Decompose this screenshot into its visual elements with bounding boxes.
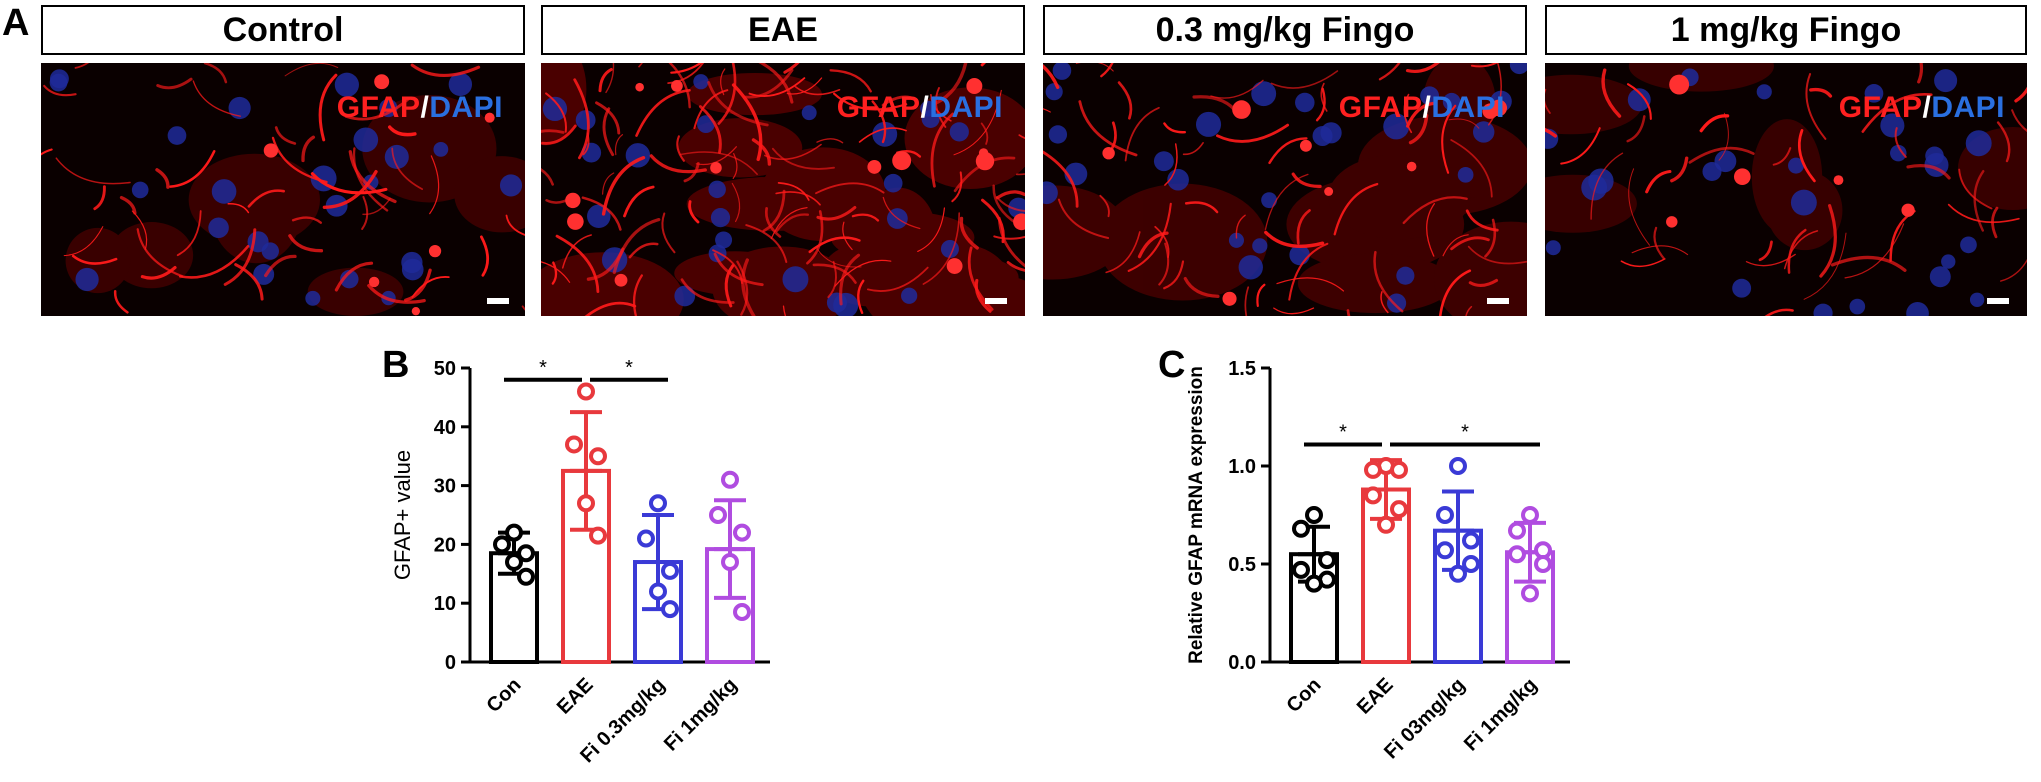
data-point-c-2-4	[1462, 555, 1480, 573]
data-point-b-1-0	[577, 382, 595, 401]
data-point-b-0-4	[517, 567, 535, 586]
x-tick-label-b-0: Con	[482, 674, 525, 717]
x-tick-label-b-1: EAE	[553, 674, 598, 719]
scale-bar	[985, 298, 1007, 304]
image-title-control: Control	[41, 5, 525, 55]
data-point-c-2-3	[1436, 541, 1454, 560]
data-point-b-2-4	[661, 600, 679, 619]
data-point-c-3-4	[1534, 555, 1552, 573]
panel-b-letter: B	[382, 344, 410, 386]
image-title-eae: EAE	[541, 5, 1025, 55]
data-point-c-1-4	[1390, 500, 1408, 519]
micrograph-control-image	[41, 63, 525, 316]
data-point-c-3-5	[1521, 584, 1539, 603]
y-tick-label: 0	[445, 652, 456, 674]
x-tick-label-b-3: Fi 1mg/kg	[660, 674, 742, 756]
data-point-c-1-1	[1364, 460, 1382, 479]
y-tick-label: 0.0	[1228, 652, 1256, 674]
significance-star-c-0: *	[1339, 421, 1347, 443]
image-title-fingo-1: 1 mg/kg Fingo	[1545, 5, 2027, 55]
data-point-c-0-5	[1305, 574, 1323, 593]
data-point-b-2-3	[649, 582, 667, 601]
data-point-b-3-4	[733, 603, 751, 622]
chart-c: 0.0 0.5 1.0 1.5 Relative GFAP mRNA expressio…	[1186, 358, 1570, 763]
micrograph-fingo-03-image	[1043, 63, 1527, 316]
data-point-b-0-3	[505, 553, 523, 572]
panel-a-letter: A	[2, 2, 30, 44]
y-tick-label: 1.5	[1228, 358, 1256, 380]
data-point-c-2-1	[1436, 506, 1454, 524]
data-point-b-0-1	[493, 535, 511, 554]
data-point-c-1-3	[1364, 486, 1382, 505]
data-point-c-0-0	[1305, 506, 1323, 524]
x-tick-label-c-1: EAE	[1353, 674, 1398, 719]
data-point-c-2-2	[1462, 531, 1480, 550]
y-tick-label: 20	[434, 534, 456, 556]
scale-bar	[1487, 298, 1509, 304]
data-point-b-1-4	[589, 526, 607, 545]
data-point-c-3-3	[1508, 545, 1526, 564]
x-tick-label-c-0: Con	[1282, 674, 1325, 717]
scale-bar	[1987, 298, 2009, 304]
y-tick-label: 1.0	[1228, 456, 1256, 478]
data-point-c-0-3	[1292, 560, 1310, 579]
data-point-b-2-0	[649, 494, 667, 513]
micrograph-fingo-1-image	[1545, 63, 2027, 316]
data-point-c-1-2	[1390, 460, 1408, 479]
data-point-b-3-0	[721, 470, 739, 489]
micrograph-fingo-1: GFAP/DAPI	[1545, 63, 2027, 316]
micrograph-fingo-03: GFAP/DAPI	[1043, 63, 1527, 316]
data-point-b-1-2	[589, 447, 607, 466]
micrograph-control: GFAP/DAPI	[41, 63, 525, 316]
y-tick-label: 40	[434, 417, 456, 439]
data-point-c-2-0	[1449, 457, 1467, 475]
y-tick-label: 50	[434, 358, 456, 380]
data-point-b-3-1	[709, 506, 727, 524]
significance-star-b-1: *	[625, 357, 633, 379]
micrograph-eae: GFAP/DAPI	[541, 63, 1025, 316]
scale-bar	[487, 298, 509, 304]
data-point-b-0-2	[517, 544, 535, 563]
y-axis-label: Relative GFAP mRNA expression	[1186, 366, 1207, 664]
data-point-c-3-0	[1521, 506, 1539, 524]
data-point-b-1-3	[577, 494, 595, 513]
data-point-b-0-0	[505, 523, 523, 542]
stain-label: GFAP/DAPI	[836, 91, 1003, 124]
data-point-b-3-3	[721, 553, 739, 572]
y-tick-label: 30	[434, 476, 456, 498]
data-point-c-1-5	[1377, 515, 1395, 534]
significance-star-b-0: *	[539, 357, 547, 379]
x-tick-label-c-3: Fi 1mg/kg	[1460, 674, 1542, 756]
panel-c-letter: C	[1158, 344, 1186, 386]
data-point-c-2-5	[1449, 564, 1467, 583]
y-tick-label: 10	[434, 593, 456, 615]
data-point-b-3-2	[733, 523, 751, 542]
data-point-b-2-2	[661, 561, 679, 580]
data-point-c-3-1	[1508, 521, 1526, 540]
micrograph-eae-image	[541, 63, 1025, 316]
data-point-b-1-1	[565, 435, 583, 454]
data-point-c-0-1	[1292, 519, 1310, 538]
data-point-b-2-1	[637, 529, 655, 548]
stain-label: GFAP/DAPI	[1838, 91, 2005, 124]
stain-label: GFAP/DAPI	[336, 91, 503, 124]
stain-label: GFAP/DAPI	[1338, 91, 1505, 124]
image-title-fingo-03: 0.3 mg/kg Fingo	[1043, 5, 1527, 55]
data-point-c-0-2	[1318, 551, 1336, 570]
significance-star-c-1: *	[1461, 421, 1469, 443]
y-tick-label: 0.5	[1228, 554, 1256, 576]
y-axis-label: GFAP+ value	[390, 450, 415, 580]
